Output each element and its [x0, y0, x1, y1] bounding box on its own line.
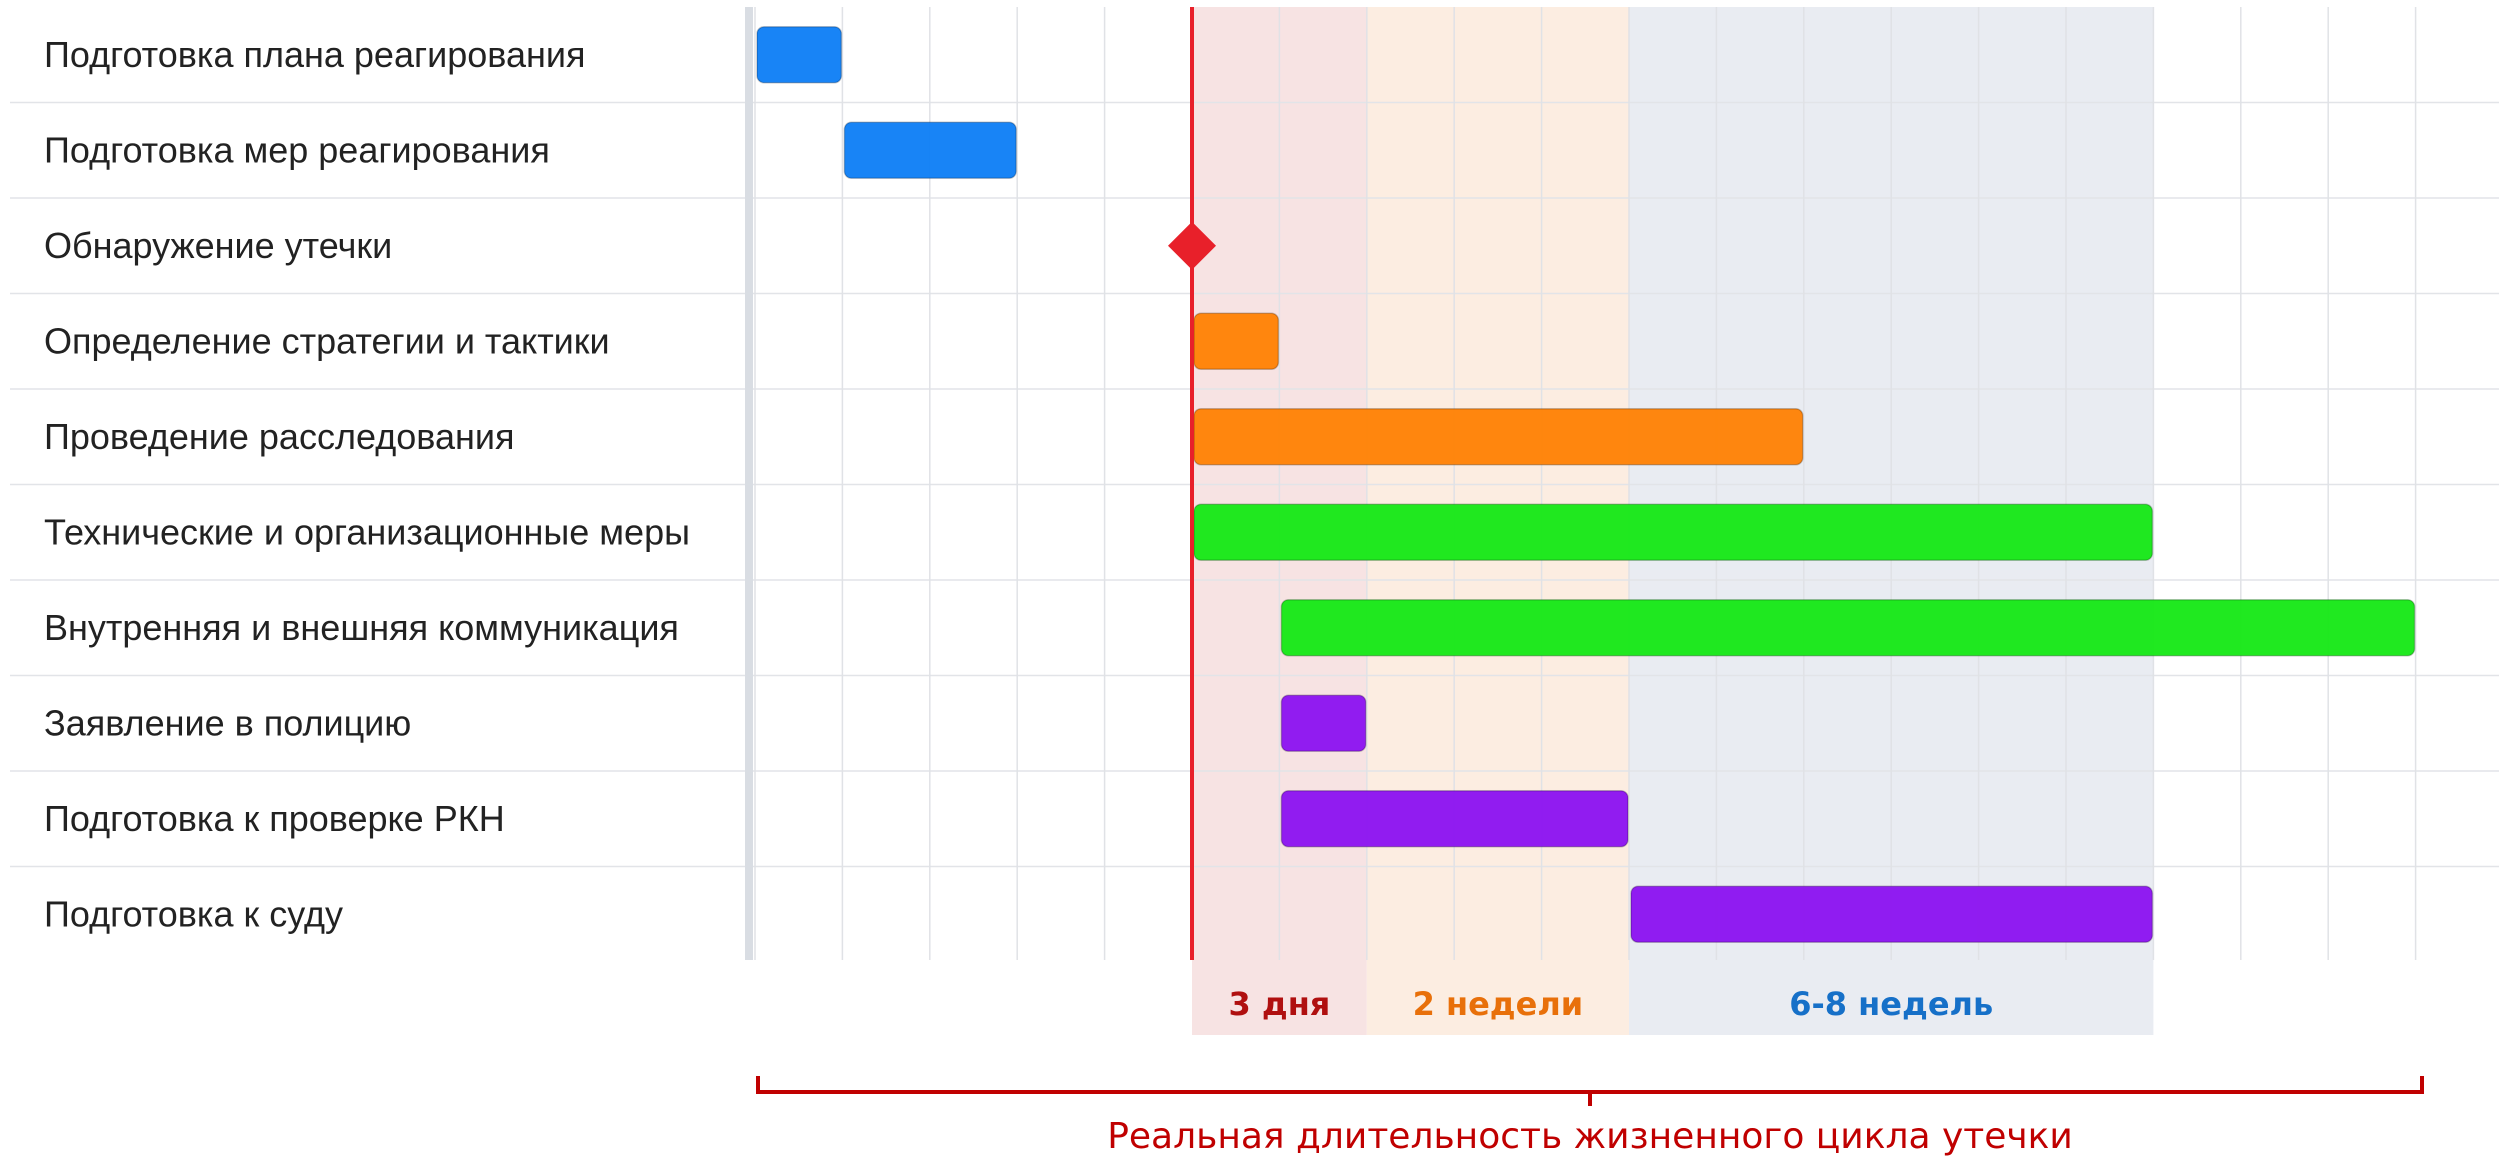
task-bar — [1280, 599, 2416, 657]
task-bar — [756, 26, 843, 84]
task-bar — [1193, 408, 1804, 466]
task-label: Подготовка к проверке РКН — [44, 798, 505, 839]
task-label: Определение стратегии и тактики — [44, 320, 610, 361]
task-label: Внутренняя и внешняя коммуникация — [44, 607, 679, 648]
phase-labels: 3 дня 2 недели 6-8 недель — [1228, 985, 1993, 1023]
task-bar — [1193, 503, 2154, 561]
task-label: Подготовка к суду — [44, 893, 343, 934]
phase-label: 6-8 недель — [1789, 985, 1993, 1023]
task-labels: Подготовка плана реагирования Подготовка … — [44, 34, 690, 935]
label-axis-separator — [745, 7, 753, 960]
grid-lines — [10, 7, 2499, 960]
phase-label: 3 дня — [1228, 985, 1330, 1023]
task-bar — [1280, 790, 1629, 848]
task-bar — [1630, 885, 2154, 943]
task-bars — [756, 7, 2416, 960]
task-bar — [1280, 694, 1367, 752]
task-label: Подготовка мер реагирования — [44, 129, 550, 170]
task-label: Технические и организационные меры — [44, 511, 690, 552]
lifecycle-brace: Реальная длительность жизненного цикла у… — [756, 1076, 2424, 1157]
task-label: Проведение расследования — [44, 416, 514, 457]
task-label: Подготовка плана реагирования — [44, 34, 585, 75]
task-label: Обнаружение утечки — [44, 225, 392, 266]
phase-label: 2 недели — [1413, 985, 1584, 1023]
task-label: Заявление в полицию — [44, 702, 411, 743]
task-bar — [843, 121, 1017, 179]
lifecycle-brace-line — [756, 1076, 2424, 1106]
task-bar — [1193, 312, 1280, 370]
chart-caption: Реальная длительность жизненного цикла у… — [1107, 1116, 2073, 1157]
